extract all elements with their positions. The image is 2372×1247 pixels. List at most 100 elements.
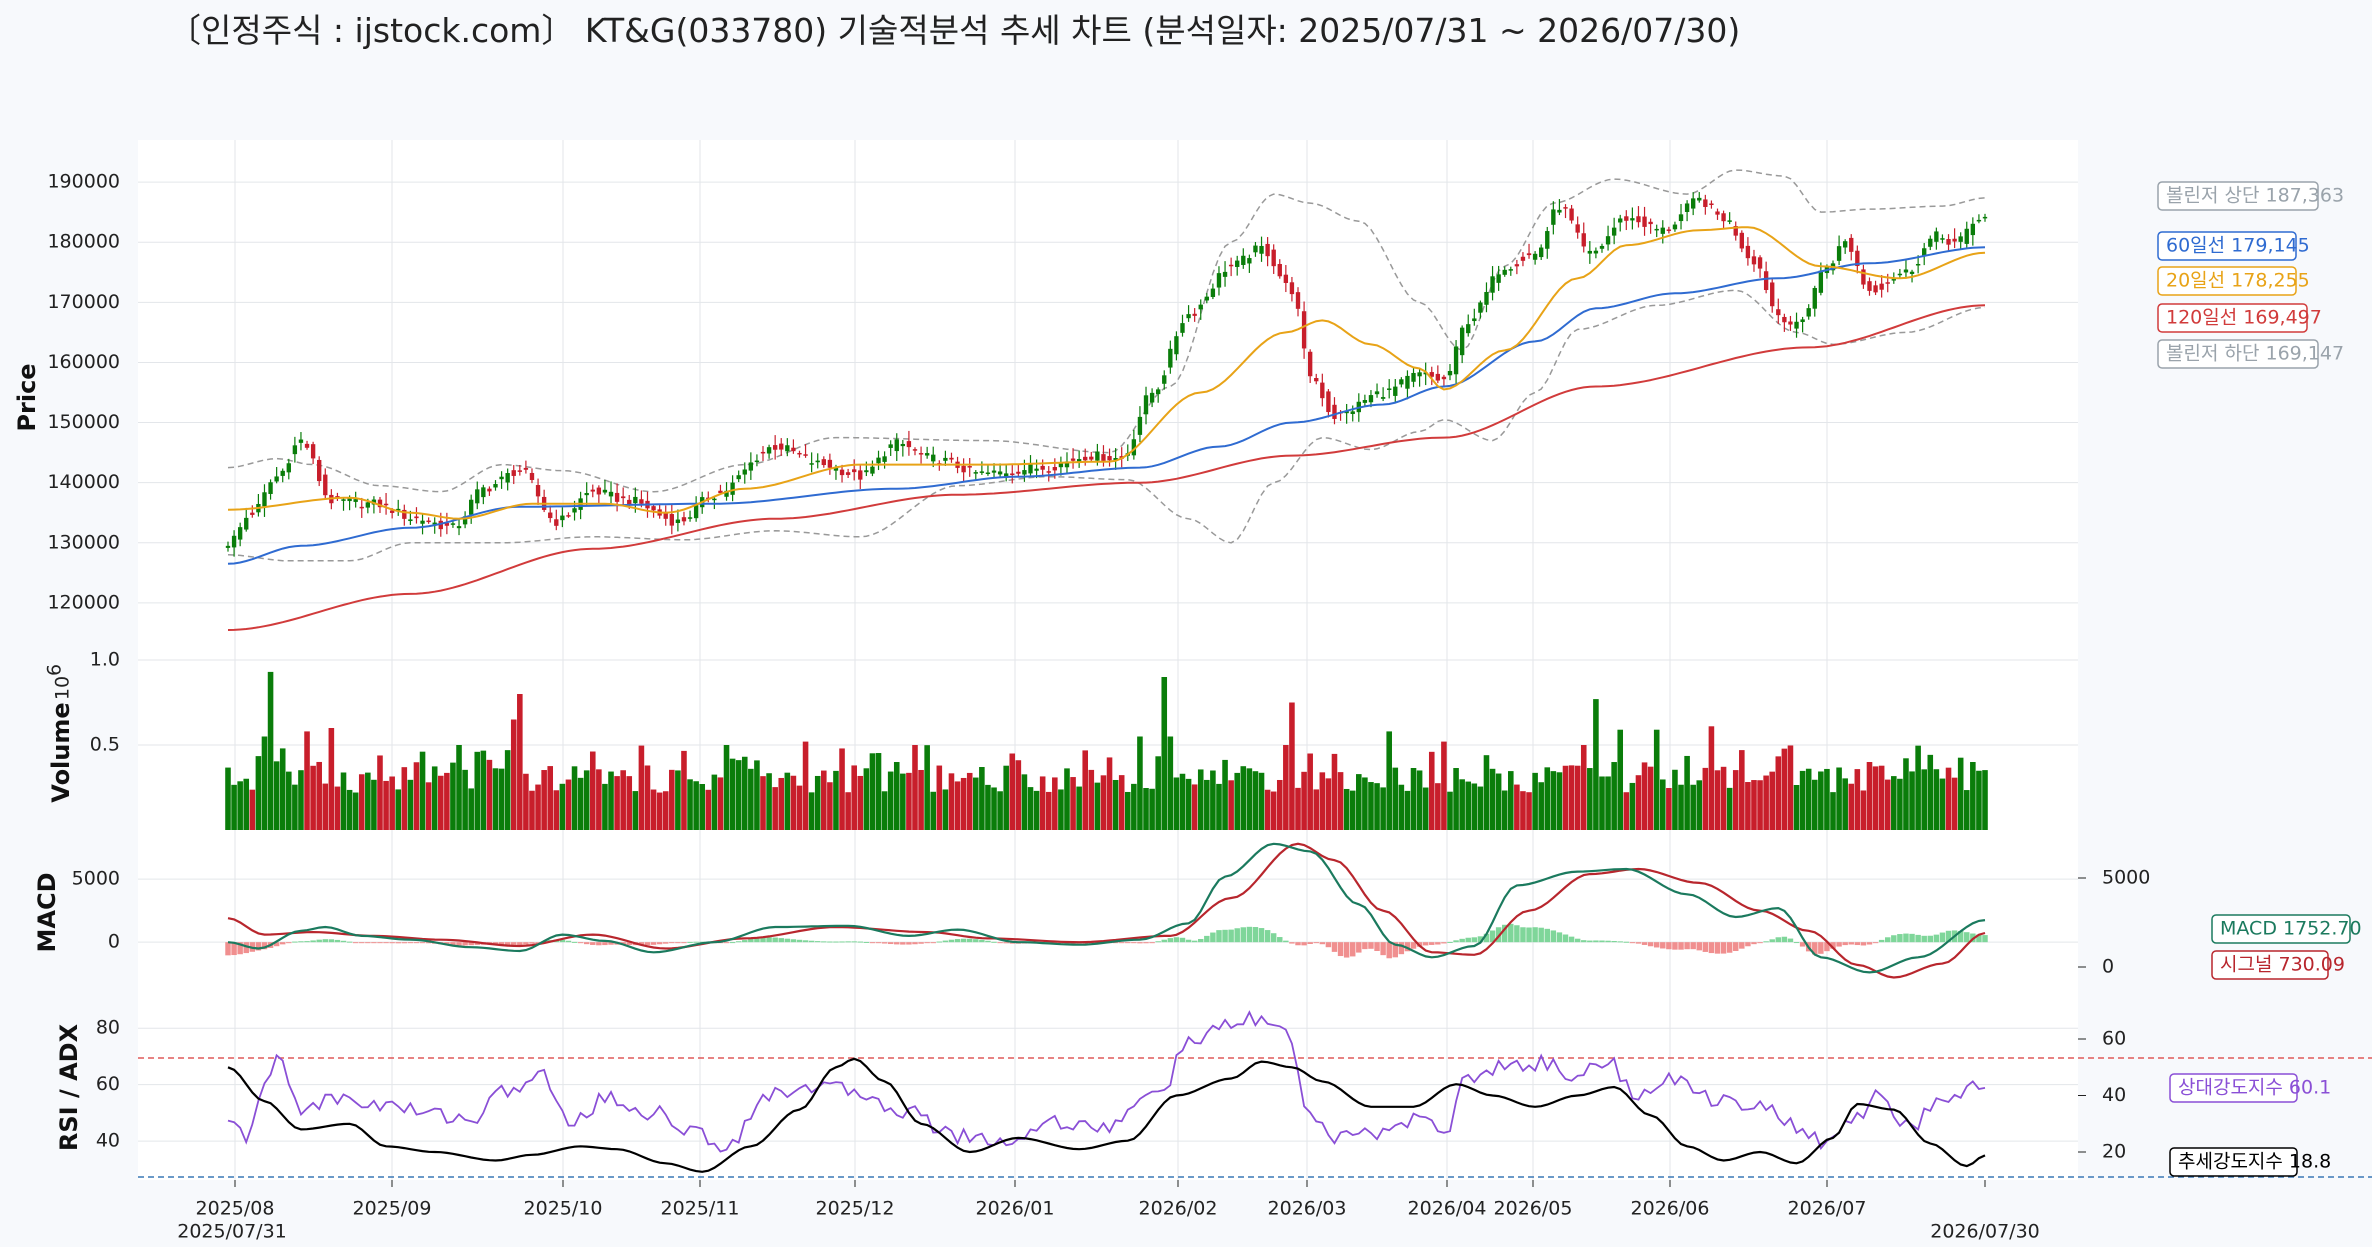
volume-bar xyxy=(1745,782,1751,830)
volume-bar xyxy=(1021,774,1028,830)
volume-bar xyxy=(1216,783,1222,830)
volume-bar xyxy=(1380,787,1386,830)
macd-histogram-bar xyxy=(1702,942,1709,952)
macd-histogram-bar xyxy=(389,942,395,944)
candle-body xyxy=(584,493,589,496)
macd-histogram-bar xyxy=(1708,942,1715,954)
candle-body xyxy=(1593,250,1599,254)
volume-bar xyxy=(1106,757,1113,830)
volume-bar xyxy=(1818,771,1824,830)
macd-histogram-bar xyxy=(1605,940,1611,943)
volume-bar xyxy=(930,791,937,830)
volume-bar xyxy=(948,773,955,830)
volume-bar xyxy=(1398,784,1405,830)
price-tick-label: 160000 xyxy=(47,351,120,373)
volume-bar xyxy=(1459,779,1465,830)
macd-histogram-bar xyxy=(1392,942,1399,958)
macd-histogram-bar xyxy=(535,942,541,944)
macd-histogram-bar xyxy=(425,942,432,944)
macd-histogram-bar xyxy=(1653,942,1660,948)
candle-body xyxy=(1137,416,1143,435)
candle-body xyxy=(1010,473,1015,475)
candle-body xyxy=(262,492,267,507)
macd-right-tick-label: 5000 xyxy=(2102,867,2150,889)
candle-body xyxy=(1174,336,1179,355)
macd-histogram-bar xyxy=(322,939,328,943)
candle-body xyxy=(1393,386,1398,396)
volume-bar xyxy=(887,771,894,830)
candle-body xyxy=(499,476,504,480)
x-tick-label: 2026/07 xyxy=(1788,1198,1867,1220)
candle-body xyxy=(1618,218,1623,223)
candle-body xyxy=(523,467,529,470)
macd-histogram-bar xyxy=(1331,942,1338,952)
volume-bar xyxy=(1441,741,1447,830)
macd-histogram-bar xyxy=(1216,930,1222,943)
volume-bar xyxy=(1033,790,1040,830)
volume-bar xyxy=(1453,768,1459,830)
macd-histogram-bar xyxy=(796,939,803,943)
candle-body xyxy=(1964,228,1969,244)
candle-body xyxy=(754,460,760,463)
volume-bar xyxy=(1544,767,1551,830)
volume-bar xyxy=(1131,783,1137,830)
macd-histogram-bar xyxy=(1793,942,1800,944)
volume-bar xyxy=(1593,699,1599,830)
volume-bar xyxy=(517,694,523,830)
candle-body xyxy=(1678,214,1684,222)
macd-histogram-bar xyxy=(1933,934,1940,943)
macd-histogram-bar xyxy=(839,941,845,943)
volume-bar xyxy=(1356,774,1362,830)
macd-histogram-bar xyxy=(590,942,596,945)
macd-histogram-bar xyxy=(1514,925,1520,943)
signal-legend-badge-box xyxy=(2211,950,2329,980)
candle-body xyxy=(651,506,656,511)
volume-bar xyxy=(1982,770,1988,830)
volume-bar xyxy=(893,762,900,830)
volume-bar xyxy=(1951,777,1958,830)
price-tick-label: 140000 xyxy=(47,471,120,493)
candle-body xyxy=(845,472,851,475)
macd-histogram-bar xyxy=(298,941,304,943)
volume-bar xyxy=(1878,765,1885,830)
volume-bar xyxy=(328,728,335,830)
candle-body xyxy=(1453,346,1459,375)
candle-body xyxy=(1788,321,1793,325)
macd-histogram-bar xyxy=(1842,942,1848,946)
candle-body xyxy=(383,503,389,506)
candle-body xyxy=(1259,245,1264,254)
macd-histogram-bar xyxy=(1131,942,1137,944)
candle-body xyxy=(961,465,966,473)
volume-bar xyxy=(547,766,554,830)
volume-bar xyxy=(1629,782,1636,830)
volume-bar xyxy=(535,784,541,830)
volume-bar xyxy=(942,789,949,830)
candle-body xyxy=(1915,263,1921,266)
macd-histogram-bar xyxy=(1520,927,1526,943)
x-tick-label: 2026/04 xyxy=(1408,1198,1487,1220)
macd-histogram-bar xyxy=(1666,942,1672,950)
candle-body xyxy=(1934,231,1939,242)
candle-body xyxy=(736,475,741,480)
candle-body xyxy=(1514,264,1520,267)
candle-body xyxy=(341,499,346,501)
volume-bar xyxy=(358,774,365,830)
volume-bar xyxy=(1921,769,1927,830)
macd-histogram-bar xyxy=(316,939,322,943)
candle-body xyxy=(1417,372,1422,377)
candle-body xyxy=(1253,245,1258,253)
candle-body xyxy=(237,527,243,540)
macd-histogram-bar xyxy=(1866,942,1873,945)
candle-body xyxy=(1192,313,1197,316)
candle-body xyxy=(1739,232,1744,249)
macd-histogram-bar xyxy=(1210,932,1216,943)
candle-body xyxy=(1581,233,1586,247)
candle-body xyxy=(1222,271,1228,277)
volume-bar xyxy=(912,745,918,830)
macd-histogram-bar xyxy=(644,942,651,946)
volume-bar xyxy=(413,762,420,830)
macd-histogram-bar xyxy=(1587,940,1593,943)
volume-bar xyxy=(1781,748,1788,830)
volume-bar xyxy=(1416,770,1423,830)
volume-bar xyxy=(966,772,973,830)
